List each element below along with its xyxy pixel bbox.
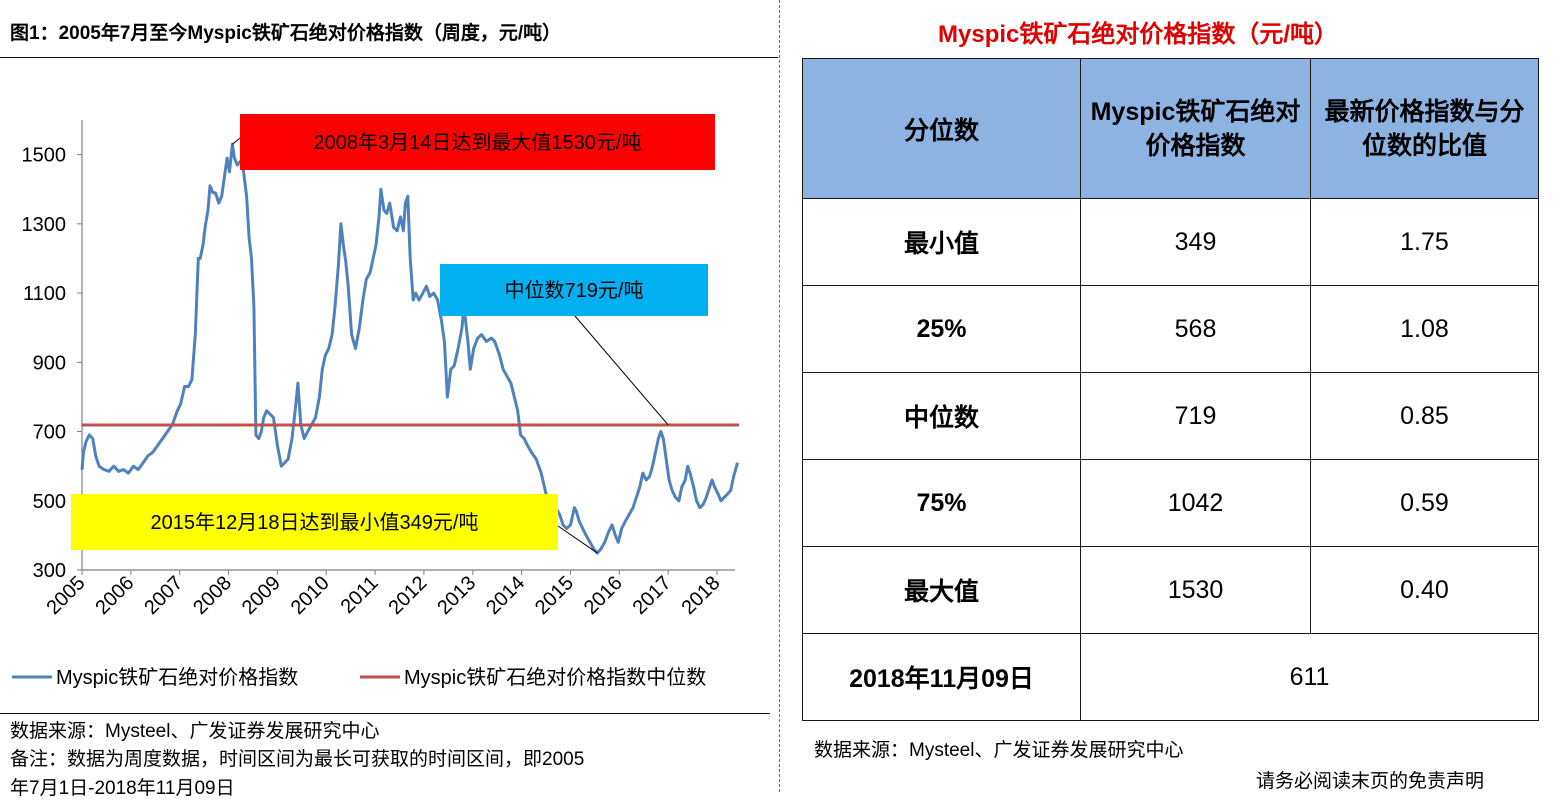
- annotation-box: [240, 114, 715, 170]
- header-ratio: 最新价格指数与分位数的比值: [1310, 58, 1539, 199]
- y-tick-label: 1300: [22, 214, 67, 236]
- legend-label: Myspic铁矿石绝对价格指数: [56, 666, 298, 689]
- x-axis-ticks: 2005 2006 2007 2008 2009 2010 2011 2012 2013 2014…: [43, 570, 725, 619]
- row-label: 75%: [802, 459, 1081, 547]
- annotation-text: 2015年12月18日达到最小值349元/吨: [151, 511, 479, 534]
- latest-date: 2018年11月09日: [802, 633, 1081, 721]
- y-tick-label: 1100: [23, 283, 66, 305]
- y-tick-label: 1500: [22, 145, 67, 167]
- row-ratio: 0.40: [1310, 546, 1539, 634]
- x-tick-label: 2010: [287, 572, 334, 619]
- y-tick-label: 500: [33, 491, 66, 513]
- bottom-rule: [0, 713, 770, 714]
- header-index-text: Myspic铁矿石绝对价格指数: [1090, 97, 1301, 160]
- header-quantile: 分位数: [802, 58, 1081, 199]
- annotation-leader-line: [574, 315, 669, 426]
- x-tick-label: 2011: [337, 572, 383, 618]
- table-row: 75% 1042 0.59: [802, 459, 1539, 547]
- figure-title: 图1：2005年7月至今Myspic铁矿石绝对价格指数（周度，元/吨）: [10, 23, 562, 44]
- row-value: 568: [1080, 285, 1311, 373]
- series-layer: [80, 142, 739, 555]
- source-note-right: 数据来源：Mysteel、广发证券发展研究中心: [814, 740, 1184, 761]
- x-tick-label: 2017: [629, 572, 676, 619]
- header-index: Myspic铁矿石绝对价格指数: [1080, 58, 1311, 199]
- table-header-row: 分位数 Myspic铁矿石绝对价格指数 最新价格指数与分位数的比值: [802, 58, 1539, 199]
- annotation-text: 中位数719元/吨: [505, 279, 644, 302]
- remark-line-1: 备注：数据为周度数据，时间区间为最长可获取的时间区间，即2005: [10, 749, 585, 770]
- table-row: 最小值 349 1.75: [802, 198, 1539, 286]
- row-ratio: 1.08: [1310, 285, 1539, 373]
- header-ratio-text: 最新价格指数与分位数的比值: [1324, 97, 1525, 160]
- row-label: 25%: [802, 285, 1081, 373]
- x-tick-label: 2015: [531, 572, 578, 619]
- latest-value: 611: [1080, 633, 1539, 721]
- y-tick-label: 700: [33, 422, 66, 444]
- quantile-table: 分位数 Myspic铁矿石绝对价格指数 最新价格指数与分位数的比值 最小值 34…: [802, 58, 1539, 721]
- annotation-text: 2008年3月14日达到最大值1530元/吨: [314, 131, 642, 154]
- y-tick-label: 300: [33, 560, 66, 582]
- latest-row: 2018年11月09日 611: [802, 633, 1539, 721]
- annotation-box: [440, 264, 708, 316]
- price-index-line-chart: 300 500 700 900 1100 1300 1500 2005 2006 2007 200…: [12, 114, 739, 689]
- legend-label: Myspic铁矿石绝对价格指数中位数: [404, 666, 706, 689]
- table-title: Myspic铁矿石绝对价格指数（元/吨）: [938, 21, 1339, 48]
- y-tick-label: 900: [33, 352, 66, 374]
- x-tick-label: 2014: [482, 572, 529, 619]
- remark-line-2: 年7月1日-2018年11月09日: [10, 778, 235, 799]
- disclaimer: 请务必阅读末页的免责声明: [1256, 771, 1485, 792]
- row-label: 中位数: [802, 372, 1081, 460]
- row-label: 最大值: [802, 546, 1081, 634]
- row-ratio: 0.59: [1310, 459, 1539, 547]
- legend: Myspic铁矿石绝对价格指数 Myspic铁矿石绝对价格指数中位数: [12, 666, 706, 689]
- row-value: 719: [1080, 372, 1311, 460]
- annotation-box: [71, 494, 558, 550]
- index-series-line: [80, 142, 739, 555]
- top-rule: [0, 57, 778, 58]
- x-tick-label: 2013: [433, 572, 480, 619]
- table-container: 分位数 Myspic铁矿石绝对价格指数 最新价格指数与分位数的比值 最小值 34…: [802, 58, 1539, 721]
- row-ratio: 1.75: [1310, 198, 1539, 286]
- row-value: 349: [1080, 198, 1311, 286]
- table-row: 最大值 1530 0.40: [802, 546, 1539, 634]
- x-tick-label: 2012: [384, 572, 431, 619]
- annotation-leader-line: [557, 525, 598, 554]
- y-axis-ticks: 300 500 700 900 1100 1300 1500: [22, 145, 82, 582]
- x-tick-label: 2016: [580, 572, 627, 619]
- x-tick-label: 2006: [91, 572, 138, 619]
- table-row: 中位数 719 0.85: [802, 372, 1539, 460]
- column-divider: [779, 0, 780, 792]
- annotation-leader-line: [232, 137, 241, 145]
- row-ratio: 0.85: [1310, 372, 1539, 460]
- source-note-left: 数据来源：Mysteel、广发证券发展研究中心: [10, 721, 380, 742]
- x-tick-label: 2018: [678, 572, 725, 619]
- table-row: 25% 568 1.08: [802, 285, 1539, 373]
- x-tick-label: 2009: [238, 572, 285, 619]
- x-tick-label: 2007: [140, 572, 187, 619]
- row-label: 最小值: [802, 198, 1081, 286]
- row-value: 1530: [1080, 546, 1311, 634]
- x-tick-label: 2008: [189, 572, 236, 619]
- row-value: 1042: [1080, 459, 1311, 547]
